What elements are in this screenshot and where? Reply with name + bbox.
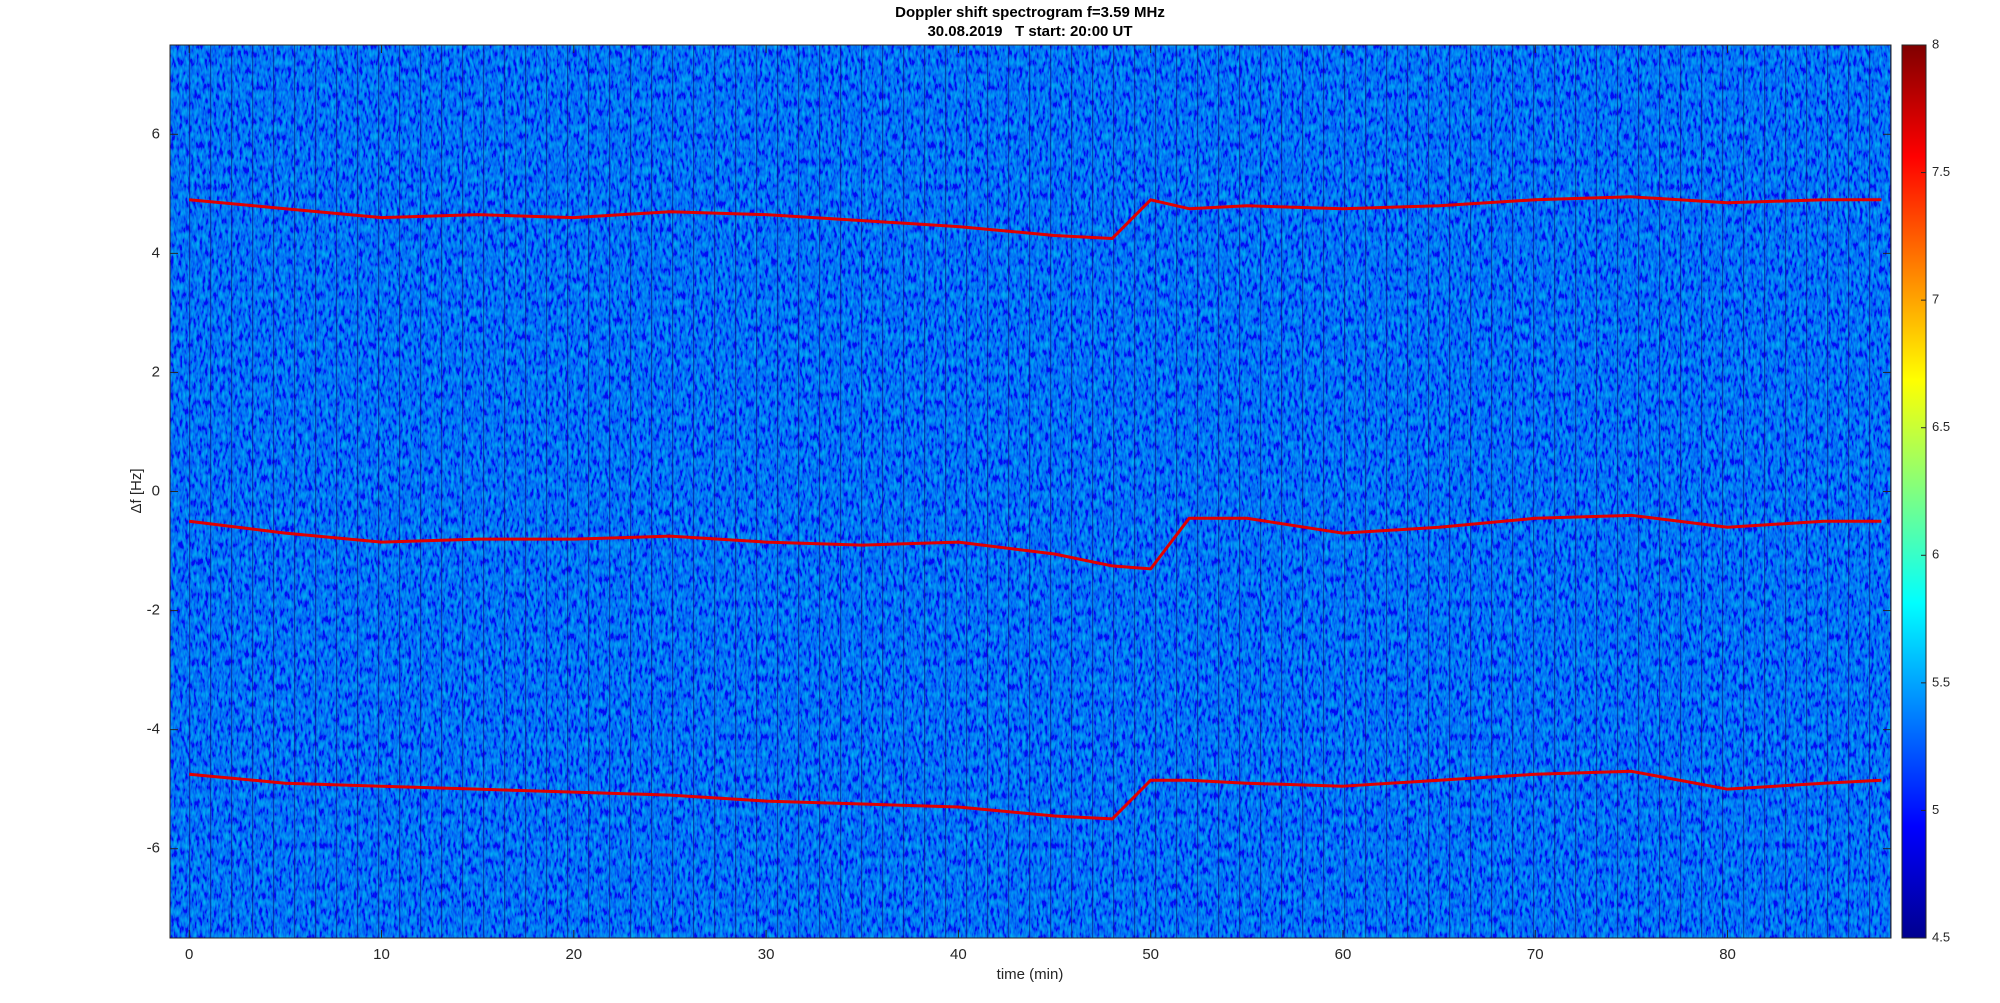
colorbar <box>1901 44 1927 939</box>
x-tick-label: 60 <box>1335 946 1352 963</box>
colorbar-tick-label: 7.5 <box>1932 164 1950 179</box>
sweep-lines <box>170 45 1891 938</box>
colorbar-tick-label: 4.5 <box>1932 929 1950 944</box>
colorbar-tick-label: 5.5 <box>1932 674 1950 689</box>
trace <box>189 195 1882 240</box>
trace <box>189 769 1882 821</box>
colorbar-tick-label: 5 <box>1932 802 1939 817</box>
colorbar-tick-label: 6 <box>1932 547 1939 562</box>
y-tick-label: -2 <box>147 602 160 619</box>
x-tick-label: 0 <box>185 946 193 963</box>
colorbar-tick-label: 6.5 <box>1932 419 1950 434</box>
y-tick-label: 2 <box>152 363 160 380</box>
chart-subtitle: 30.08.2019 T start: 20:00 UT <box>927 23 1132 40</box>
y-tick-label: 0 <box>152 482 160 499</box>
y-tick-label: 4 <box>152 244 160 261</box>
traces <box>189 195 1882 821</box>
y-axis-label: Δf [Hz] <box>128 468 145 513</box>
y-tick-label: -4 <box>147 721 160 738</box>
x-tick-label: 30 <box>758 946 775 963</box>
x-tick-label: 10 <box>373 946 390 963</box>
x-tick-label: 20 <box>565 946 582 963</box>
x-tick-label: 40 <box>950 946 967 963</box>
y-tick-label: -6 <box>147 840 160 857</box>
x-axis-label: time (min) <box>997 966 1064 983</box>
y-tick-label: 6 <box>152 125 160 142</box>
trace <box>189 513 1882 571</box>
colorbar-tick-label: 7 <box>1932 292 1939 307</box>
x-tick-label: 50 <box>1142 946 1159 963</box>
colorbar-tick-label: 8 <box>1932 36 1939 51</box>
x-tick-label: 70 <box>1527 946 1544 963</box>
x-tick-label: 80 <box>1719 946 1736 963</box>
chart-title: Doppler shift spectrogram f=3.59 MHz <box>895 4 1165 21</box>
